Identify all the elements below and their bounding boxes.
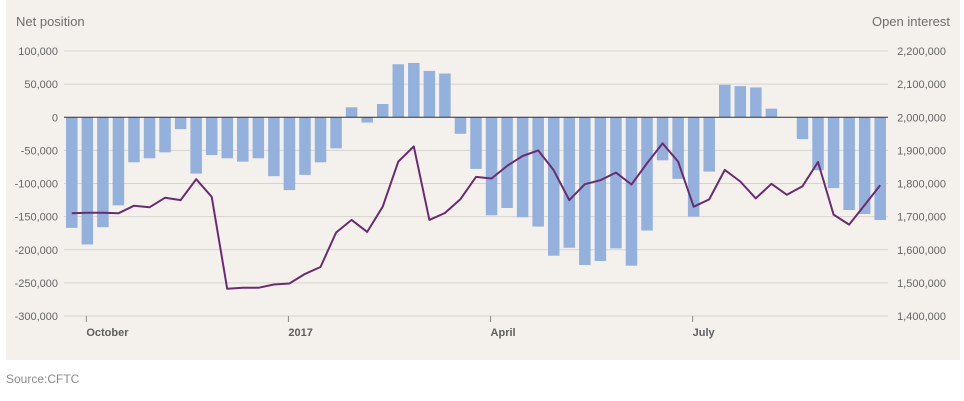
net-position-bar-18: [345, 107, 358, 118]
left-tick-label-5: -150,000: [15, 212, 58, 224]
open-interest-line: [71, 142, 881, 290]
net-position-bar-31: [547, 117, 560, 256]
net-position-bar-8: [190, 117, 202, 174]
gridlines: [64, 50, 888, 317]
right-tick-label-2: 2,000,000: [897, 112, 946, 124]
chart-svg: Net position Open interest 100,000 50,000…: [15, 14, 951, 339]
bar-series: [66, 62, 886, 266]
net-position-bar-12: [252, 117, 265, 159]
right-axis-title: Open interest: [872, 14, 950, 29]
net-position-bar-11: [237, 117, 249, 162]
right-tick-label-0: 2,200,000: [897, 46, 946, 58]
net-position-bar-0: [66, 117, 78, 228]
net-position-bar-32: [563, 117, 576, 248]
left-axis-title: Net position: [16, 14, 85, 29]
net-position-bar-40: [687, 117, 700, 217]
right-tick-label-3: 1,900,000: [897, 145, 946, 157]
right-axis: 2,200,000 2,100,000 2,000,000 1,900,000 1,80…: [897, 46, 946, 323]
net-position-bar-33: [579, 117, 591, 265]
left-tick-label-2: 0: [52, 112, 58, 124]
right-tick-label-5: 1,700,000: [897, 212, 946, 224]
left-tick-label-6: -200,000: [15, 245, 58, 257]
left-axis: 100,000 50,000 0 -50,000 -100,000 -150,000 -20…: [15, 46, 58, 323]
left-tick-label-8: -300,000: [15, 311, 58, 323]
x-axis: October 2017 April July: [85, 316, 716, 339]
x-tick-label-3: July: [693, 327, 716, 339]
net-position-bar-22: [408, 62, 420, 118]
net-position-bar-42: [719, 84, 731, 118]
right-tick-label-8: 1,400,000: [897, 311, 946, 323]
net-position-bar-27: [485, 117, 498, 216]
net-position-bar-43: [734, 86, 747, 118]
net-position-bar-15: [299, 117, 311, 175]
net-position-bar-26: [470, 117, 482, 169]
net-position-bar-5: [143, 117, 156, 159]
net-position-bar-52: [874, 117, 886, 220]
net-position-bar-41: [703, 117, 715, 172]
net-position-bar-2: [97, 117, 109, 228]
net-position-bar-4: [128, 117, 140, 163]
net-position-bar-21: [392, 64, 405, 118]
right-tick-label-6: 1,600,000: [897, 245, 946, 257]
net-position-bar-20: [376, 104, 389, 118]
x-tick-label-0: October: [86, 327, 129, 339]
net-position-bar-10: [221, 117, 233, 159]
left-tick-label-4: -100,000: [15, 179, 58, 191]
net-position-bar-16: [314, 117, 327, 163]
right-tick-label-7: 1,500,000: [897, 278, 946, 290]
net-position-bar-9: [205, 117, 218, 156]
net-position-bar-35: [610, 117, 622, 249]
left-tick-label-0: 100,000: [18, 46, 58, 58]
net-position-bar-6: [159, 117, 171, 153]
left-tick-label-7: -250,000: [15, 278, 58, 290]
right-tick-label-1: 2,100,000: [897, 79, 946, 91]
net-position-bar-24: [439, 73, 451, 118]
net-position-bar-23: [423, 70, 436, 118]
left-tick-label-1: 50,000: [24, 79, 58, 91]
net-position-bar-1: [81, 117, 94, 245]
x-tick-label-2: April: [491, 327, 516, 339]
net-position-bar-13: [268, 117, 280, 177]
net-position-bar-51: [858, 117, 871, 214]
right-tick-label-4: 1,800,000: [897, 179, 946, 191]
net-position-bar-48: [812, 117, 824, 171]
net-position-bar-28: [501, 117, 513, 209]
net-position-bar-47: [796, 117, 809, 140]
net-position-bar-7: [174, 117, 187, 130]
net-position-bar-39: [672, 117, 684, 179]
net-position-bar-44: [750, 87, 762, 118]
net-position-bar-3: [112, 117, 125, 206]
source-note: Source:CFTC: [6, 372, 80, 386]
net-position-bar-45: [765, 108, 778, 118]
x-tick-label-1: 2017: [288, 327, 312, 339]
chart-panel: Net position Open interest 100,000 50,000…: [6, 0, 960, 360]
net-position-bar-14: [283, 117, 296, 191]
net-position-bar-36: [625, 117, 638, 266]
net-position-bar-37: [641, 117, 653, 231]
net-position-bar-49: [827, 117, 840, 189]
net-position-bar-29: [516, 117, 529, 218]
left-tick-label-3: -50,000: [21, 145, 58, 157]
net-position-bar-30: [532, 117, 544, 227]
net-position-bar-38: [656, 117, 669, 161]
net-position-bar-19: [361, 117, 373, 123]
net-position-bar-34: [594, 117, 607, 262]
net-position-bar-25: [454, 117, 467, 134]
net-position-bar-17: [330, 117, 342, 149]
net-position-bar-50: [843, 117, 855, 210]
